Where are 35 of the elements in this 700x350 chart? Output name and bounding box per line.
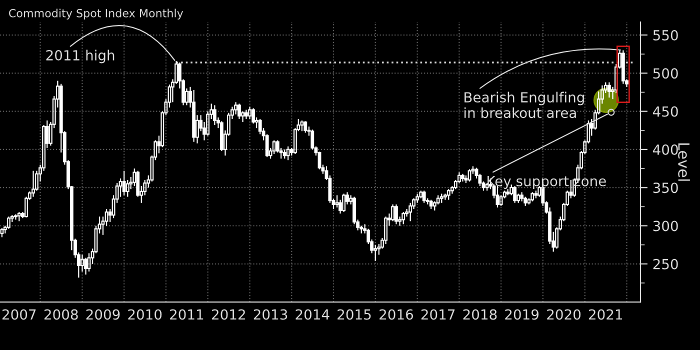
x-tick-label: 2021 bbox=[588, 309, 622, 320]
candlestick bbox=[520, 192, 524, 202]
annotation: 2011 high bbox=[46, 50, 114, 64]
x-tick-label: 2011 bbox=[170, 309, 204, 320]
chart-title: Commodity Spot Index Monthly bbox=[9, 8, 184, 20]
candlestick bbox=[234, 102, 238, 115]
y-tick-label: 550 bbox=[653, 30, 678, 40]
y-tick-label: 350 bbox=[653, 182, 678, 194]
x-tick-label: 2007 bbox=[2, 309, 36, 320]
candlestick bbox=[405, 208, 408, 218]
x-tick-label: 2020 bbox=[547, 309, 581, 320]
candlestick bbox=[394, 204, 398, 225]
annotation: Bearish Engulfing in breakout area bbox=[464, 92, 584, 118]
x-tick-label: 2017 bbox=[421, 309, 455, 320]
candlestick bbox=[80, 254, 84, 272]
candlestick bbox=[548, 206, 552, 245]
y-tick-label: 400 bbox=[652, 144, 678, 155]
x-tick-label: 2018 bbox=[463, 309, 497, 320]
x-tick-label: 2009 bbox=[86, 309, 120, 320]
y-tick-label: 300 bbox=[653, 220, 678, 232]
y-axis-title: Level bbox=[678, 143, 690, 181]
x-tick-label: 2015 bbox=[338, 309, 371, 320]
x-tick-label: 2012 bbox=[212, 309, 245, 320]
y-tick-label: 250 bbox=[653, 258, 678, 270]
x-tick-label: 2013 bbox=[254, 309, 288, 320]
y-tick-label: 500 bbox=[653, 68, 678, 79]
candlestick bbox=[244, 109, 248, 120]
x-tick-label: 2008 bbox=[44, 309, 78, 320]
y-tick-label: 450 bbox=[652, 106, 678, 117]
candlestick bbox=[32, 170, 35, 198]
x-tick-label: 2016 bbox=[380, 309, 414, 320]
x-tick-label: 2010 bbox=[128, 309, 162, 320]
x-tick-label: 2019 bbox=[505, 309, 538, 320]
x-tick-label: 2014 bbox=[296, 309, 330, 320]
candlestick bbox=[248, 106, 252, 120]
